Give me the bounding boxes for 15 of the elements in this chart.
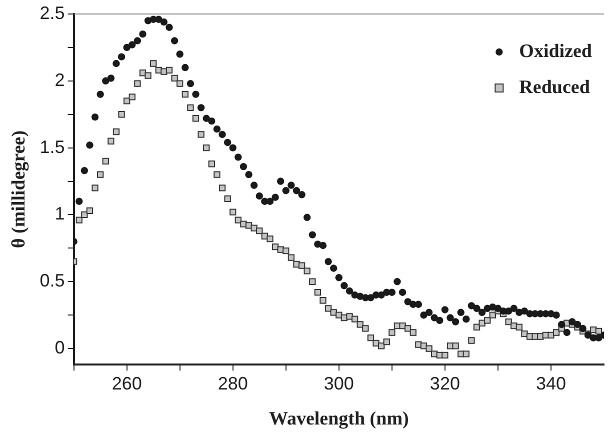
x-axis-title: Wavelength (nm) (268, 408, 409, 430)
x-tick-label: 300 (324, 373, 354, 394)
y-tick-label: 1.5 (40, 136, 65, 157)
y-axis-title: θ (millidegree) (8, 130, 30, 248)
x-tick-label: 260 (112, 373, 142, 394)
y-tick-label: 0 (54, 338, 65, 358)
y-tick-label: 2.5 (40, 2, 65, 23)
x-tick-label: 340 (536, 373, 566, 394)
y-tick-label: 0.5 (40, 270, 65, 291)
y-tick-label: 2 (54, 70, 65, 90)
x-tick-label: 320 (430, 373, 460, 394)
legend-label: Oxidized (519, 40, 592, 62)
x-tick-label: 280 (218, 373, 248, 394)
y-tick-label: 1 (54, 204, 65, 224)
legend-label: Reduced (519, 76, 590, 98)
